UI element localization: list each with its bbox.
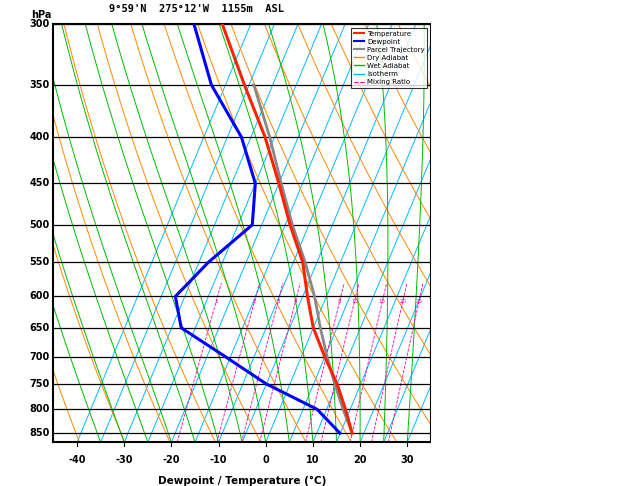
Text: PW (cm): PW (cm): [443, 211, 478, 220]
Text: 300: 300: [30, 19, 50, 29]
Text: km
ASL: km ASL: [433, 0, 450, 20]
Text: Lifted Index: Lifted Index: [443, 293, 498, 302]
Text: 8: 8: [338, 299, 342, 304]
Text: 9: 9: [433, 20, 438, 29]
Text: 15: 15: [379, 299, 386, 304]
Text: 0: 0: [613, 309, 617, 318]
Text: Most Unstable: Most Unstable: [498, 351, 562, 360]
Bar: [437, 433, 623, 486]
Text: 20: 20: [353, 455, 367, 465]
Text: Surface: Surface: [513, 239, 547, 248]
Text: CAPE (J): CAPE (J): [443, 402, 480, 412]
Text: 6: 6: [433, 179, 438, 188]
Text: 9: 9: [612, 171, 617, 180]
Text: 2: 2: [613, 451, 617, 459]
Text: 0: 0: [262, 455, 269, 465]
Text: 1: 1: [214, 299, 218, 304]
Text: 750: 750: [30, 379, 50, 389]
Text: © weatheronline.co.uk: © weatheronline.co.uk: [486, 467, 574, 476]
Text: 2: 2: [433, 323, 438, 332]
Text: CAPE (J): CAPE (J): [443, 309, 480, 318]
Text: 0: 0: [613, 402, 617, 412]
Text: 25: 25: [415, 299, 423, 304]
Text: Totals Totals: Totals Totals: [443, 191, 508, 200]
Text: 5: 5: [433, 220, 438, 229]
Text: Temp (°C): Temp (°C): [443, 245, 484, 254]
Legend: Temperature, Dewpoint, Parcel Trajectory, Dry Adiabat, Wet Adiabat, Isotherm, Mi: Temperature, Dewpoint, Parcel Trajectory…: [351, 28, 427, 88]
Text: -40: -40: [69, 455, 86, 465]
Text: 3: 3: [276, 299, 280, 304]
Text: 350: 350: [30, 80, 50, 90]
Text: 7: 7: [433, 133, 438, 142]
Text: 2: 2: [253, 299, 256, 304]
Text: θᵉ(K): θᵉ(K): [443, 277, 466, 286]
Bar: [437, 165, 623, 226]
Text: 5: 5: [613, 387, 617, 396]
Text: Mixing Ratio (g/kg): Mixing Ratio (g/kg): [464, 192, 473, 275]
Text: 600: 600: [30, 292, 50, 301]
Bar: [437, 228, 623, 338]
Text: 3: 3: [433, 292, 438, 301]
Text: kt: kt: [445, 29, 454, 38]
Text: 34: 34: [607, 191, 617, 200]
Text: 10: 10: [351, 299, 358, 304]
Text: 17.5: 17.5: [599, 245, 617, 254]
Text: 6: 6: [613, 293, 617, 302]
Bar: [437, 340, 623, 430]
Text: CIN (J): CIN (J): [443, 418, 475, 427]
Text: Dewp (°C): Dewp (°C): [443, 261, 484, 270]
Text: 0: 0: [613, 325, 617, 334]
Text: 550: 550: [30, 257, 50, 267]
Text: 450: 450: [30, 178, 50, 189]
Text: EH: EH: [443, 451, 452, 459]
Text: 8: 8: [433, 80, 438, 89]
Text: 1.53: 1.53: [597, 211, 617, 220]
Text: 800: 800: [30, 404, 50, 415]
Text: 30: 30: [401, 455, 414, 465]
Text: -20: -20: [163, 455, 180, 465]
Text: 850: 850: [603, 357, 617, 365]
Text: 850: 850: [30, 428, 50, 438]
Text: 700: 700: [30, 352, 50, 362]
Text: 20: 20: [399, 299, 406, 304]
Text: 337: 337: [603, 372, 617, 381]
Text: CIN (J): CIN (J): [443, 325, 475, 334]
Text: 500: 500: [30, 220, 50, 230]
Text: 10: 10: [306, 455, 320, 465]
Text: Pressure (mb): Pressure (mb): [443, 357, 503, 365]
Text: 4: 4: [433, 258, 438, 267]
Text: Dewpoint / Temperature (°C): Dewpoint / Temperature (°C): [158, 476, 326, 486]
Text: 9°59'N  275°12'W  1155m  ASL: 9°59'N 275°12'W 1155m ASL: [109, 4, 284, 14]
Text: 4: 4: [294, 299, 298, 304]
Text: LCL: LCL: [433, 429, 449, 437]
Text: K: K: [443, 171, 448, 180]
Text: 336: 336: [603, 277, 617, 286]
Text: -30: -30: [116, 455, 133, 465]
Text: θᵉ (K): θᵉ (K): [443, 372, 470, 381]
Text: 650: 650: [30, 323, 50, 333]
Text: Hodograph: Hodograph: [508, 443, 552, 452]
Text: -10: -10: [210, 455, 227, 465]
Text: 0: 0: [613, 418, 617, 427]
Text: 5: 5: [613, 469, 617, 478]
Text: 18.04.2024  15GMT  (Base: 18): 18.04.2024 15GMT (Base: 18): [452, 12, 608, 21]
Text: Lifted Index: Lifted Index: [443, 387, 498, 396]
Bar: [437, 19, 623, 160]
Text: hPa: hPa: [31, 10, 51, 20]
Text: 400: 400: [30, 132, 50, 142]
Text: SREH: SREH: [443, 469, 461, 478]
Text: 14.9: 14.9: [599, 261, 617, 270]
